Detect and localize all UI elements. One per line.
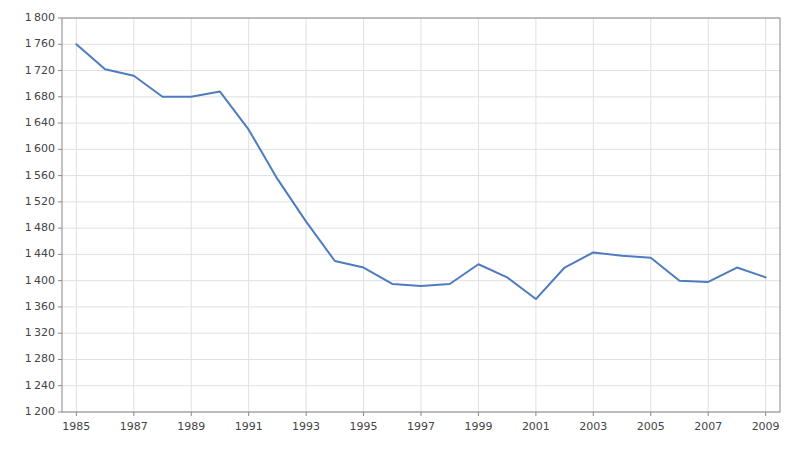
tick-x [421,412,422,416]
tick-label-y: 1 320 [25,326,55,339]
grid-line-x [650,18,651,412]
tick-label-y: 1 360 [25,300,55,313]
tick-y [58,333,62,334]
tick-x [650,412,651,416]
tick-x [191,412,192,416]
tick-y [58,44,62,45]
grid-line-x [708,18,709,412]
tick-y [58,149,62,150]
tick-label-y: 1 640 [25,116,55,129]
grid-line-x [535,18,536,412]
tick-label-x: 1997 [407,420,435,433]
tick-x [593,412,594,416]
tick-label-x: 1987 [120,420,148,433]
tick-label-y: 1 720 [25,64,55,77]
tick-x [248,412,249,416]
tick-y [58,412,62,413]
tick-x [76,412,77,416]
tick-label-x: 1995 [350,420,378,433]
tick-label-x: 1993 [292,420,320,433]
grid-line-x [306,18,307,412]
tick-label-y: 1 480 [25,221,55,234]
tick-y [58,201,62,202]
grid-line-x [765,18,766,412]
tick-label-x: 1999 [464,420,492,433]
tick-label-y: 1 400 [25,274,55,287]
tick-x [133,412,134,416]
tick-label-y: 1 240 [25,379,55,392]
tick-label-y: 1 760 [25,37,55,50]
tick-label-y: 1 520 [25,195,55,208]
grid-line-x [76,18,77,412]
tick-x [363,412,364,416]
tick-label-x: 1991 [235,420,263,433]
data-line [76,44,765,299]
tick-y [58,70,62,71]
tick-label-x: 2001 [522,420,550,433]
tick-label-x: 2007 [694,420,722,433]
tick-label-y: 1 680 [25,90,55,103]
tick-y [58,96,62,97]
tick-y [58,254,62,255]
grid-line-x [248,18,249,412]
tick-y [58,385,62,386]
background [0,0,800,450]
tick-x [478,412,479,416]
grid-line-x [421,18,422,412]
tick-y [58,306,62,307]
tick-label-x: 2003 [579,420,607,433]
tick-x [306,412,307,416]
tick-x [765,412,766,416]
tick-y [58,175,62,176]
plot-frame [62,18,780,412]
tick-label-x: 2009 [752,420,780,433]
tick-y [58,18,62,19]
tick-label-y: 1 560 [25,169,55,182]
grid-line-x [191,18,192,412]
grid-line-x [478,18,479,412]
tick-y [58,359,62,360]
tick-y [58,123,62,124]
tick-label-y: 1 600 [25,142,55,155]
tick-x [535,412,536,416]
tick-label-y: 1 280 [25,352,55,365]
plot-area [76,44,765,299]
axes: 1 200 1 240 1 280 1 320 1 360 1 400 1 440 1 480… [25,11,780,433]
tick-label-x: 1989 [177,420,205,433]
tick-y [58,280,62,281]
tick-label-x: 2005 [637,420,665,433]
grid-line-x [593,18,594,412]
tick-label-x: 1985 [62,420,90,433]
tick-x [708,412,709,416]
tick-label-y: 1 800 [25,11,55,24]
tick-y [58,228,62,229]
grid-line-x [363,18,364,412]
tick-label-y: 1 200 [25,405,55,418]
tick-label-y: 1 440 [25,247,55,260]
grid [62,18,780,412]
chart: 1 200 1 240 1 280 1 320 1 360 1 400 1 440 1 480… [0,0,800,450]
